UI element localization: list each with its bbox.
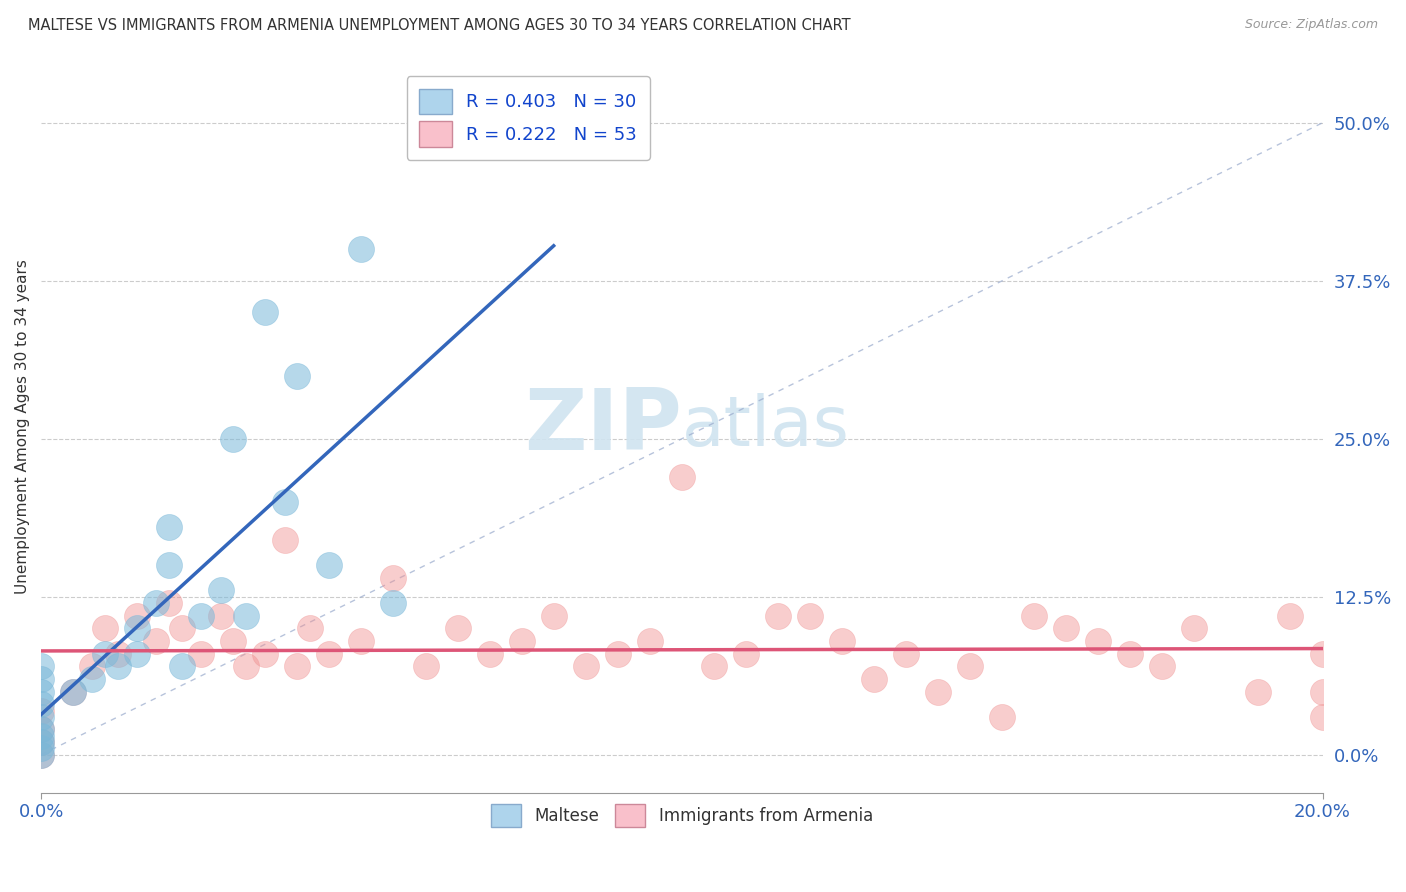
Point: [638, 634, 661, 648]
Point: [190, 608, 212, 623]
Point: [145, 634, 167, 648]
Point: [30, 684, 52, 698]
Point: [170, 621, 193, 635]
Text: atlas: atlas: [682, 392, 849, 459]
Point: [991, 710, 1014, 724]
Point: [446, 621, 468, 635]
Text: MALTESE VS IMMIGRANTS FROM ARMENIA UNEMPLOYMENT AMONG AGES 30 TO 34 YEARS CORREL: MALTESE VS IMMIGRANTS FROM ARMENIA UNEMP…: [28, 18, 851, 33]
Point: [863, 672, 886, 686]
Point: [382, 571, 405, 585]
Point: [799, 608, 821, 623]
Point: [209, 608, 232, 623]
Point: [254, 305, 277, 319]
Point: [382, 596, 405, 610]
Point: [209, 583, 232, 598]
Point: [927, 684, 949, 698]
Point: [127, 621, 149, 635]
Point: [350, 242, 373, 256]
Y-axis label: Unemployment Among Ages 30 to 34 years: Unemployment Among Ages 30 to 34 years: [15, 259, 30, 593]
Point: [287, 368, 309, 383]
Point: [1119, 647, 1142, 661]
Point: [235, 659, 257, 673]
Point: [575, 659, 598, 673]
Point: [127, 608, 149, 623]
Point: [30, 723, 52, 737]
Point: [1152, 659, 1174, 673]
Point: [82, 659, 104, 673]
Point: [1087, 634, 1109, 648]
Point: [30, 723, 52, 737]
Point: [1054, 621, 1077, 635]
Point: [478, 647, 501, 661]
Point: [30, 704, 52, 718]
Point: [107, 659, 129, 673]
Point: [170, 659, 193, 673]
Point: [299, 621, 322, 635]
Point: [734, 647, 756, 661]
Point: [107, 647, 129, 661]
Point: [1279, 608, 1302, 623]
Point: [62, 684, 84, 698]
Point: [30, 672, 52, 686]
Point: [606, 647, 628, 661]
Point: [318, 558, 340, 573]
Point: [157, 596, 180, 610]
Point: [94, 647, 117, 661]
Point: [318, 647, 340, 661]
Point: [894, 647, 917, 661]
Point: [157, 558, 180, 573]
Point: [30, 747, 52, 762]
Point: [222, 432, 245, 446]
Point: [1247, 684, 1270, 698]
Point: [671, 469, 693, 483]
Point: [30, 710, 52, 724]
Point: [30, 741, 52, 756]
Point: [254, 647, 277, 661]
Point: [510, 634, 533, 648]
Point: [287, 659, 309, 673]
Point: [94, 621, 117, 635]
Point: [1024, 608, 1046, 623]
Point: [415, 659, 437, 673]
Point: [235, 608, 257, 623]
Point: [543, 608, 565, 623]
Point: [82, 672, 104, 686]
Point: [62, 684, 84, 698]
Point: [1312, 710, 1334, 724]
Point: [766, 608, 789, 623]
Point: [30, 747, 52, 762]
Point: [273, 533, 295, 547]
Point: [145, 596, 167, 610]
Point: [222, 634, 245, 648]
Point: [1182, 621, 1205, 635]
Point: [30, 735, 52, 749]
Point: [127, 647, 149, 661]
Point: [157, 520, 180, 534]
Point: [30, 735, 52, 749]
Point: [30, 659, 52, 673]
Point: [30, 697, 52, 711]
Point: [30, 729, 52, 743]
Point: [703, 659, 725, 673]
Point: [350, 634, 373, 648]
Text: Source: ZipAtlas.com: Source: ZipAtlas.com: [1244, 18, 1378, 31]
Point: [831, 634, 853, 648]
Point: [1312, 647, 1334, 661]
Text: ZIP: ZIP: [524, 384, 682, 467]
Point: [1312, 684, 1334, 698]
Legend: Maltese, Immigrants from Armenia: Maltese, Immigrants from Armenia: [482, 796, 882, 836]
Point: [190, 647, 212, 661]
Point: [273, 495, 295, 509]
Point: [959, 659, 981, 673]
